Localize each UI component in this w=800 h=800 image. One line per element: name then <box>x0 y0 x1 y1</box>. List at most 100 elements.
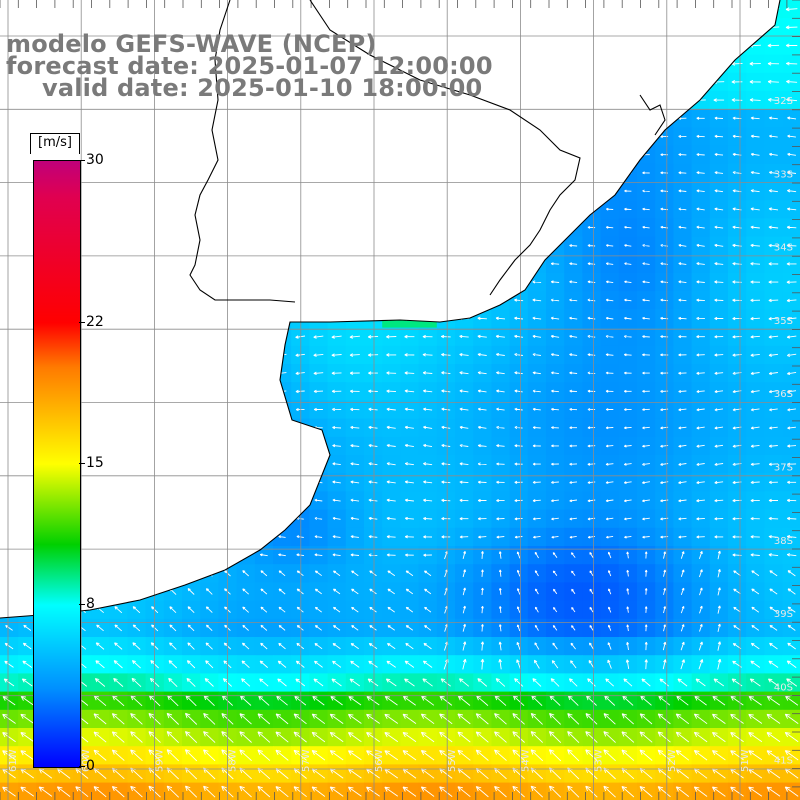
wind-arrow <box>567 713 580 725</box>
wind-arrow <box>184 749 198 762</box>
wind-speed-cell <box>382 782 401 800</box>
wind-arrow <box>402 695 416 706</box>
wind-arrow <box>498 606 502 614</box>
wind-arrow <box>331 389 342 394</box>
wind-arrow <box>623 408 632 412</box>
wind-arrow <box>680 641 685 651</box>
wind-arrow <box>402 713 417 724</box>
wind-arrow <box>549 712 562 725</box>
wind-arrow <box>699 605 703 614</box>
wind-arrow <box>571 570 576 576</box>
wind-arrow <box>3 678 15 687</box>
wind-arrow <box>695 678 706 687</box>
wind-arrow <box>768 390 778 394</box>
wind-arrow <box>750 426 760 430</box>
wind-arrow <box>293 731 307 743</box>
wind-arrow <box>405 606 414 613</box>
wind-arrow <box>787 480 797 484</box>
wind-arrow <box>278 624 286 631</box>
wind-arrow <box>257 713 271 725</box>
wind-arrow <box>750 498 760 503</box>
wind-arrow <box>314 625 322 631</box>
wind-arrow <box>423 462 433 466</box>
wind-arrow <box>516 606 521 613</box>
wind-arrow <box>768 535 779 539</box>
wind-arrow <box>314 498 323 502</box>
wind-arrow <box>714 408 724 412</box>
wind-arrow <box>481 551 484 559</box>
wind-arrow <box>296 588 304 595</box>
wind-arrow <box>696 353 705 357</box>
wind-arrow <box>644 624 648 632</box>
wind-arrow <box>514 389 523 393</box>
wind-arrow <box>130 749 143 762</box>
wind-arrow <box>332 516 341 520</box>
wind-arrow <box>767 43 780 48</box>
wind-speed-cell <box>782 655 800 674</box>
wind-arrow <box>717 623 721 632</box>
wind-arrow <box>2 713 16 724</box>
wind-arrow <box>552 570 558 576</box>
wind-arrow <box>785 7 798 12</box>
wind-arrow <box>462 587 466 596</box>
wind-arrow <box>457 731 471 743</box>
wind-arrow <box>693 731 708 743</box>
colorbar-tick <box>79 766 85 767</box>
wind-arrow <box>333 588 341 595</box>
wind-arrow <box>532 298 542 302</box>
wind-speed-cell <box>709 782 729 800</box>
wind-arrow <box>477 389 487 393</box>
wind-arrow <box>750 152 760 156</box>
wind-arrow <box>623 444 632 448</box>
wind-arrow <box>277 678 287 687</box>
wind-arrow <box>766 750 781 761</box>
wind-arrow <box>459 371 469 375</box>
wind-arrow <box>184 731 198 744</box>
wind-arrow <box>22 642 32 650</box>
wind-arrow <box>422 660 433 668</box>
wind-arrow <box>678 462 687 466</box>
wind-arrow <box>532 371 541 375</box>
wind-arrow <box>605 481 614 484</box>
wind-arrow <box>404 660 415 668</box>
wind-arrow <box>642 262 650 265</box>
wind-arrow <box>94 678 106 687</box>
wind-arrow <box>571 607 576 613</box>
wind-arrow <box>552 552 558 558</box>
wind-arrow <box>495 352 505 357</box>
wind-arrow <box>348 786 362 797</box>
wind-arrow <box>367 353 379 357</box>
wind-arrow <box>330 695 343 706</box>
wind-arrow <box>494 713 507 725</box>
wind-arrow <box>642 535 650 539</box>
wind-arrow <box>569 371 578 375</box>
wind-arrow <box>603 731 616 743</box>
wind-arrow <box>640 695 652 706</box>
wind-arrow <box>550 316 560 320</box>
wind-arrow <box>459 517 469 521</box>
wind-arrow <box>787 390 797 394</box>
wind-arrow <box>186 677 196 687</box>
longitude-label: 58W <box>228 749 239 772</box>
wind-arrow <box>714 152 724 157</box>
colorbar-label: 0 <box>86 758 95 774</box>
wind-arrow <box>749 678 761 687</box>
wind-arrow <box>459 334 469 339</box>
wind-arrow <box>241 660 250 669</box>
longitude-label: 51W <box>740 749 751 772</box>
wind-speed-cell <box>782 637 800 656</box>
wind-arrow <box>624 225 632 229</box>
wind-speed-cell <box>673 782 693 800</box>
wind-arrow <box>386 498 396 502</box>
wind-arrow <box>532 280 542 284</box>
latitude-label: 39S <box>774 609 793 620</box>
wind-arrow <box>787 170 797 175</box>
wind-arrow <box>714 225 724 229</box>
wind-arrow <box>607 624 612 631</box>
wind-arrow <box>95 642 105 650</box>
colorbar-label: 8 <box>86 596 95 613</box>
wind-arrow <box>366 786 380 797</box>
wind-arrow <box>166 731 180 744</box>
wind-arrow <box>439 713 453 725</box>
wind-arrow <box>369 606 377 613</box>
